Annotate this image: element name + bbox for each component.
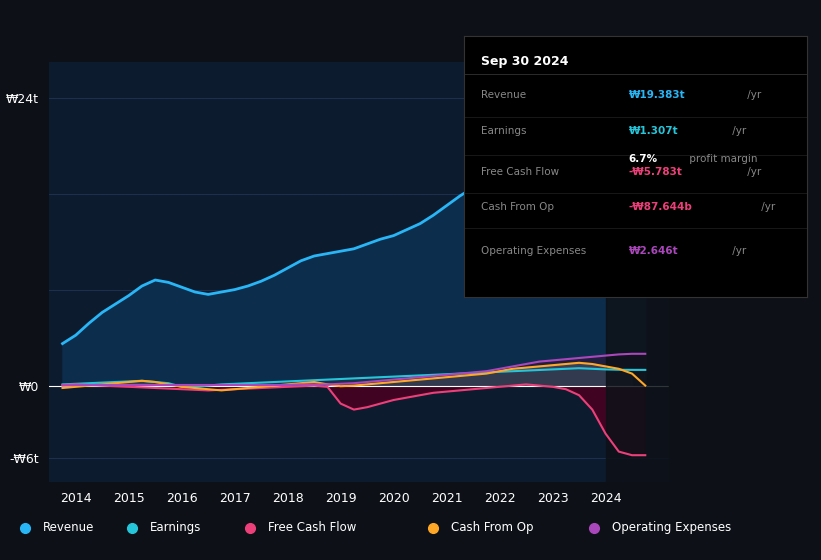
- Text: /yr: /yr: [759, 202, 776, 212]
- Text: Operating Expenses: Operating Expenses: [612, 521, 731, 534]
- Text: Cash From Op: Cash From Op: [481, 202, 554, 212]
- Text: 6.7%: 6.7%: [629, 154, 658, 164]
- Text: Free Cash Flow: Free Cash Flow: [268, 521, 357, 534]
- Text: -₩5.783t: -₩5.783t: [629, 167, 682, 177]
- Text: ₩19.383t: ₩19.383t: [629, 90, 686, 100]
- Text: ₩2.646t: ₩2.646t: [629, 246, 678, 256]
- Text: /yr: /yr: [730, 246, 747, 256]
- Text: Cash From Op: Cash From Op: [451, 521, 533, 534]
- Text: profit margin: profit margin: [686, 154, 758, 164]
- Text: /yr: /yr: [730, 127, 747, 137]
- Text: -₩87.644b: -₩87.644b: [629, 202, 692, 212]
- Text: Earnings: Earnings: [150, 521, 202, 534]
- Bar: [606, 62, 669, 482]
- Text: Revenue: Revenue: [481, 90, 526, 100]
- Text: Operating Expenses: Operating Expenses: [481, 246, 586, 256]
- Text: /yr: /yr: [744, 167, 761, 177]
- Text: Free Cash Flow: Free Cash Flow: [481, 167, 559, 177]
- Text: Revenue: Revenue: [43, 521, 94, 534]
- Text: Sep 30 2024: Sep 30 2024: [481, 55, 568, 68]
- Text: Earnings: Earnings: [481, 127, 526, 137]
- Text: ₩1.307t: ₩1.307t: [629, 127, 678, 137]
- Text: /yr: /yr: [744, 90, 761, 100]
